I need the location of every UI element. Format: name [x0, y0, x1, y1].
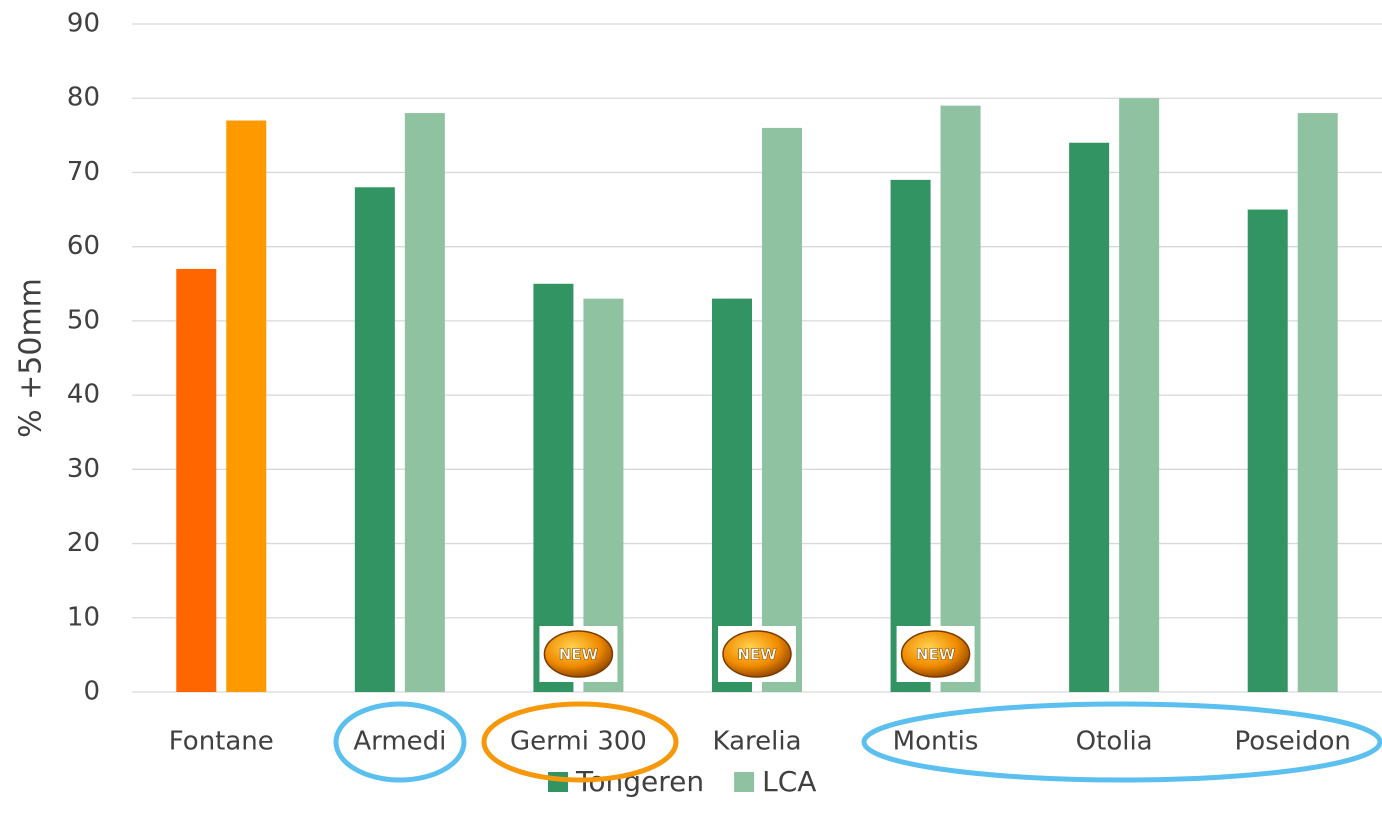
y-tick-label: 70: [67, 157, 100, 187]
highlight-ring: [481, 701, 679, 783]
badge-text: NEW: [737, 646, 777, 664]
badge: [543, 630, 614, 678]
x-tick-label: Fontane: [169, 727, 274, 757]
plot: 0 10 20 30 40 50 60 70 80 90 Fontane Armedi Germi 30…: [67, 9, 1382, 798]
x-tick-label: Otolia: [1076, 727, 1153, 757]
y-tick-label: 40: [67, 380, 100, 410]
highlight-ring: [333, 701, 467, 783]
bar: [1069, 142, 1110, 692]
x-tick-label: Armedi: [353, 727, 446, 757]
bar: [1297, 113, 1338, 693]
bar: [1247, 209, 1288, 693]
y-tick-label: 10: [67, 602, 100, 632]
bar: [404, 113, 445, 693]
bar: [890, 179, 931, 692]
bar: [533, 283, 574, 692]
badge-text: NEW: [916, 646, 956, 664]
badge: [900, 630, 971, 678]
legend-label: LCA: [762, 765, 816, 798]
bar: [176, 268, 217, 692]
badge-text: NEW: [559, 646, 599, 664]
y-tick-label: 60: [67, 231, 100, 261]
y-tick-label: 80: [67, 83, 100, 113]
highlight-ring: [861, 701, 1382, 783]
bar: [940, 105, 981, 692]
x-tick-label: Poseidon: [1235, 727, 1351, 757]
y-tick-label: 30: [67, 454, 100, 484]
y-tick-label: 0: [83, 677, 100, 707]
y-tick-label: 50: [67, 305, 100, 335]
badge: [722, 630, 792, 678]
bar: [354, 187, 395, 693]
bar: [226, 120, 267, 692]
x-tick-label: Germi 300: [510, 727, 647, 757]
x-tick-label: Karelia: [712, 727, 801, 757]
y-tick-label: 90: [67, 9, 100, 39]
x-tick-label: Montis: [893, 727, 979, 757]
legend-swatch: [734, 772, 755, 792]
y-axis-label: % +50mm: [14, 278, 49, 438]
y-tick-label: 20: [67, 528, 100, 558]
bar: [1119, 98, 1160, 692]
bar: [762, 127, 802, 692]
